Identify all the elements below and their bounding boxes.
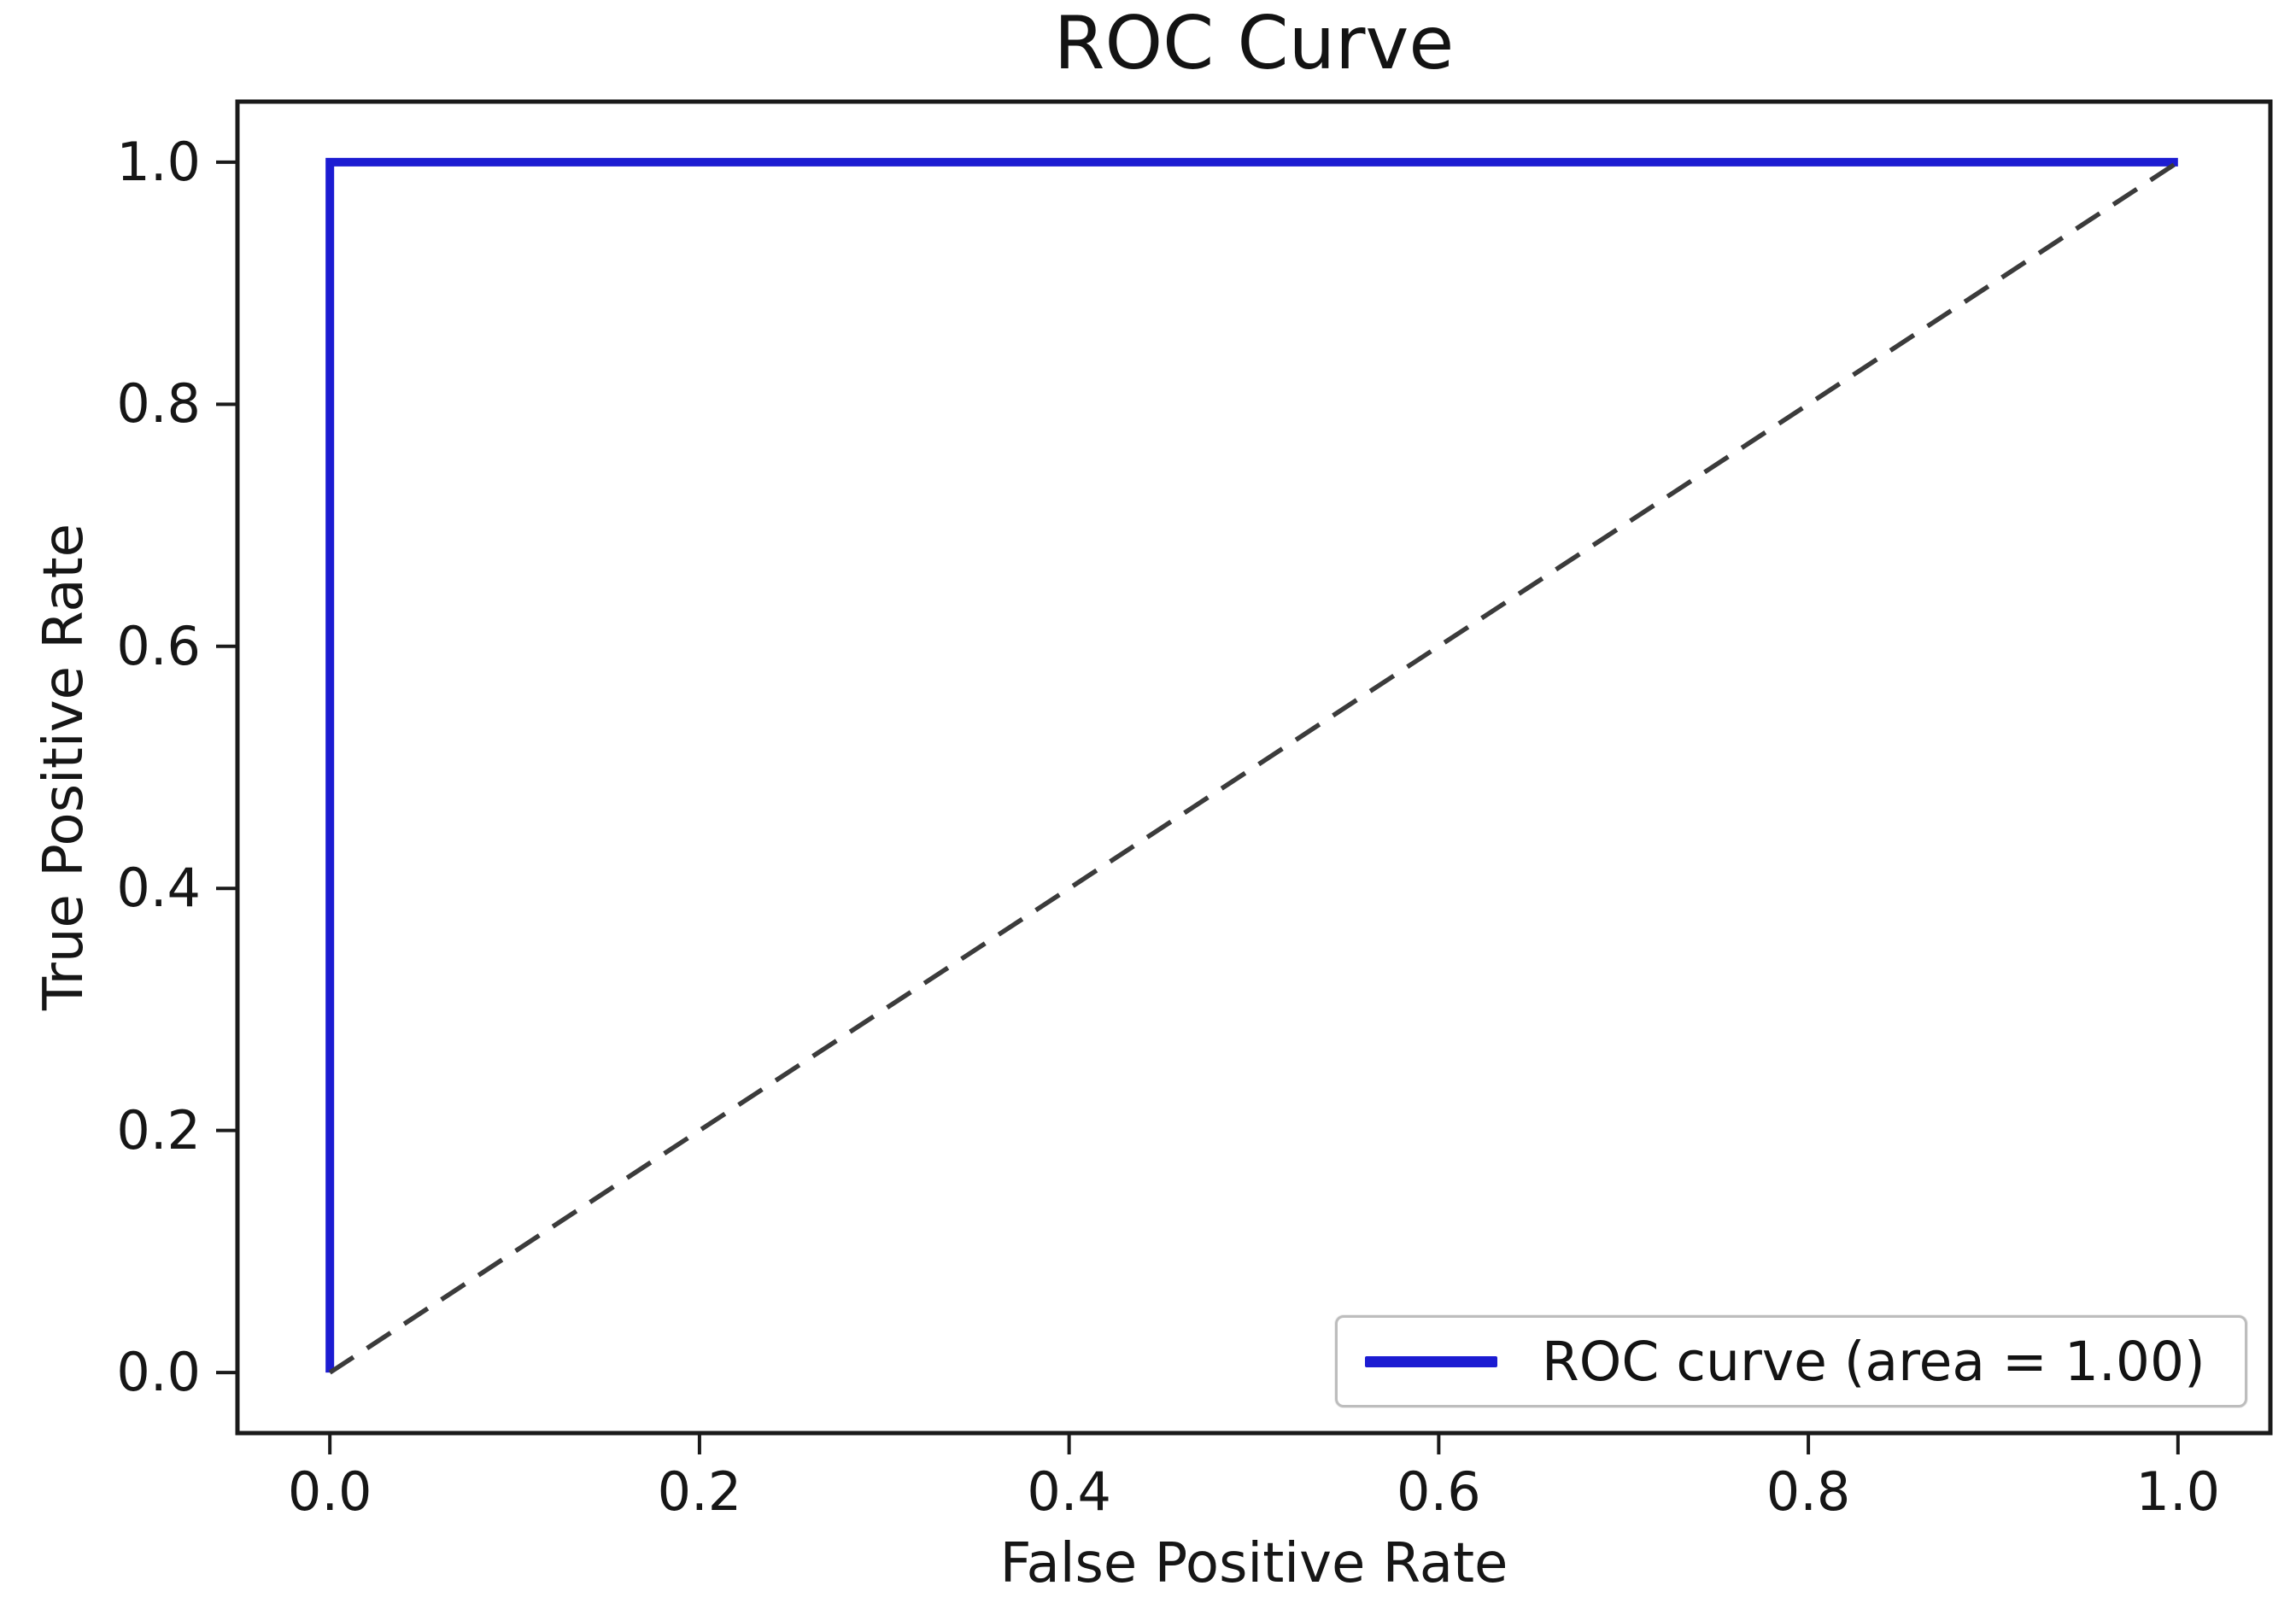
y-tick-label: 0.6: [116, 614, 201, 677]
y-tick-label: 0.8: [116, 372, 201, 436]
y-tick-label: 0.2: [116, 1098, 201, 1162]
x-tick-label: 0.0: [287, 1460, 372, 1523]
x-axis-label: False Positive Rate: [999, 1532, 1508, 1595]
legend-line-swatch: [1365, 1355, 1497, 1367]
chart-title: ROC Curve: [1053, 1, 1455, 86]
y-tick-label: 0.0: [116, 1341, 201, 1404]
roc-curve-line: [325, 157, 2178, 1373]
y-tick-label: 1.0: [116, 130, 201, 193]
x-tick-label: 0.4: [1027, 1460, 1111, 1523]
legend: ROC curve (area = 1.00): [1335, 1315, 2247, 1407]
axes-frame: [235, 99, 2273, 1436]
legend-label: ROC curve (area = 1.00): [1542, 1330, 2205, 1393]
chance-diagonal-line: [328, 160, 2180, 1375]
x-tick-label: 0.6: [1397, 1460, 1481, 1523]
y-tick-label: 0.4: [116, 857, 201, 920]
x-tick-label: 1.0: [2135, 1460, 2221, 1523]
x-tick-label: 0.8: [1766, 1460, 1851, 1523]
x-tick-label: 0.2: [657, 1460, 742, 1523]
